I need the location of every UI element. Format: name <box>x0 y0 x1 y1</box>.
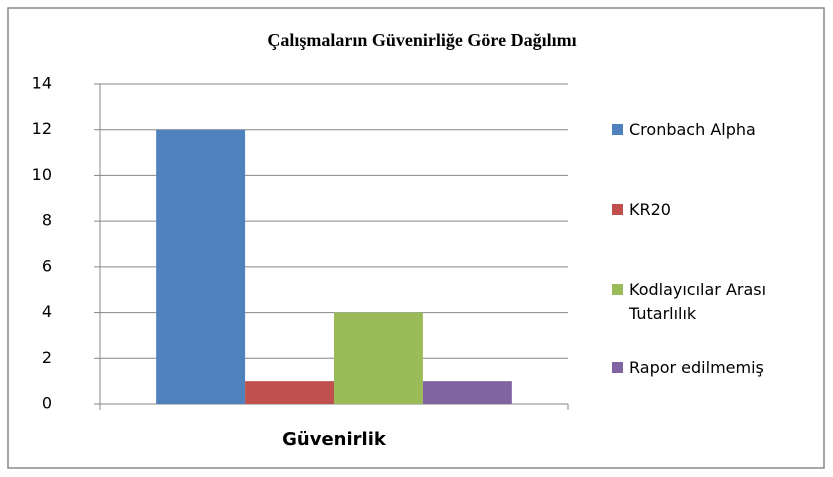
x-tick-label: Güvenirlik <box>282 429 387 450</box>
legend-label: KR20 <box>629 200 671 219</box>
legend-item: Cronbach Alpha <box>612 118 812 142</box>
legend-label: Cronbach Alpha <box>629 120 756 139</box>
y-tick-label: 10 <box>32 165 52 184</box>
y-tick-label: 12 <box>32 119 52 138</box>
y-tick-label: 6 <box>42 256 52 275</box>
legend-item: KR20 <box>612 198 812 222</box>
legend-label: Kodlayıcılar Arası Tutarlılık <box>629 280 767 323</box>
legend-label: Rapor edilmemiş <box>629 358 764 377</box>
legend-item: Rapor edilmemiş <box>612 356 812 380</box>
bar <box>334 312 423 404</box>
bar <box>245 381 334 404</box>
y-tick-label: 14 <box>32 74 52 93</box>
y-tick-label: 4 <box>42 302 52 321</box>
legend-swatch <box>612 362 623 373</box>
y-tick-label: 2 <box>42 348 52 367</box>
bar <box>422 381 512 404</box>
legend-item: Kodlayıcılar Arası Tutarlılık <box>612 278 812 326</box>
chart-title: Çalışmaların Güvenirliğe Göre Dağılımı <box>267 30 576 50</box>
y-tick-label: 8 <box>42 211 52 230</box>
legend-swatch <box>612 284 623 295</box>
legend-swatch <box>612 124 623 135</box>
y-tick-label: 0 <box>42 394 52 413</box>
bar <box>156 129 246 404</box>
legend-swatch <box>612 204 623 215</box>
